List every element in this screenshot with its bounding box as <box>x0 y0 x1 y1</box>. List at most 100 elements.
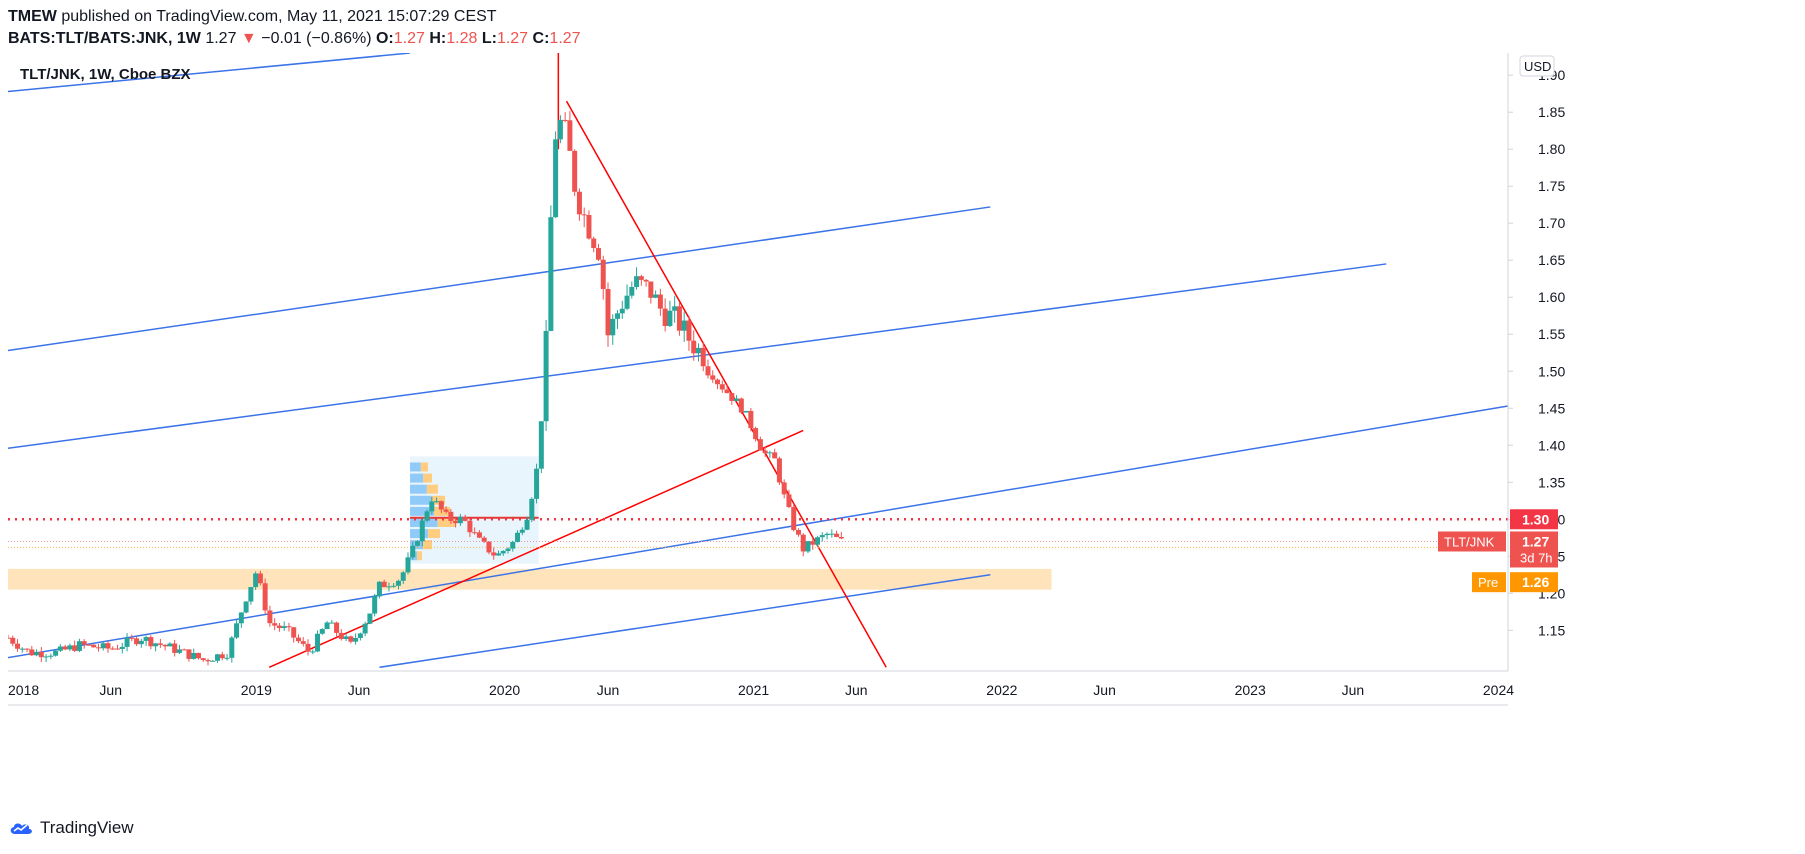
price-tick-label: 1.65 <box>1538 252 1565 268</box>
candle-body <box>424 511 430 521</box>
candle-body <box>76 641 82 651</box>
volume-profile-bar <box>420 462 429 472</box>
candle-body <box>72 645 78 651</box>
symbol-name: BATS:TLT/BATS:JNK, <box>8 30 173 47</box>
candle-body <box>329 622 335 624</box>
candle-body <box>819 535 825 538</box>
candle-body <box>276 625 282 629</box>
currency-label: USD <box>1524 59 1551 74</box>
tradingview-cloud-icon <box>10 823 32 834</box>
price-tick-label: 1.15 <box>1538 622 1565 638</box>
candle-body <box>124 637 130 647</box>
candle-body <box>510 541 516 549</box>
open-value: 1.27 <box>393 30 425 47</box>
candle-body <box>86 644 92 646</box>
candle-body <box>448 511 454 521</box>
candle-body <box>376 581 382 597</box>
candle-body <box>634 276 640 287</box>
candle-body <box>810 541 816 545</box>
candle-body <box>224 657 230 659</box>
candle-body <box>186 649 192 659</box>
candle-body <box>767 452 773 454</box>
candle-body <box>348 636 354 642</box>
candle-body <box>457 516 463 524</box>
candle-body <box>581 214 587 216</box>
trendline-red-5 <box>565 100 887 668</box>
candle-body <box>295 637 301 642</box>
candle-body <box>300 641 306 644</box>
candle-body <box>710 375 716 380</box>
candle-body <box>243 601 249 613</box>
candle-body <box>162 644 168 647</box>
volume-profile-bar <box>410 473 424 483</box>
chart-title: TLT/JNK, 1W, Cboe BZX <box>20 66 191 83</box>
candle-body <box>543 330 549 422</box>
volume-profile-bar <box>431 495 446 505</box>
time-tick-label: 2022 <box>986 682 1017 698</box>
candle-body <box>234 623 240 638</box>
candle-body <box>386 586 392 588</box>
interval: 1W <box>176 30 201 47</box>
last-price-label <box>1510 531 1558 568</box>
time-tick-label: 2023 <box>1235 682 1266 698</box>
candle-body <box>362 623 368 634</box>
candle-body <box>62 646 68 650</box>
candle-body <box>210 660 216 662</box>
last-price: 1.27 <box>205 30 237 47</box>
candle-body <box>15 643 21 649</box>
candle-body <box>81 641 87 645</box>
candle-body <box>434 501 440 503</box>
candle-body <box>143 637 149 641</box>
close-label: C: <box>532 30 550 47</box>
candle-body <box>438 501 444 510</box>
candle-body <box>191 652 197 659</box>
candle-body <box>43 656 49 658</box>
candle-body <box>681 320 687 331</box>
price-tick-label: 1.55 <box>1538 326 1565 342</box>
price-tick-label: 1.80 <box>1538 141 1565 157</box>
symbol-label-text: TLT/JNK <box>1444 534 1495 549</box>
candle-body <box>686 320 692 341</box>
candle-body <box>353 637 359 642</box>
candle-body <box>772 452 778 459</box>
candle-body <box>753 428 759 440</box>
candle-body <box>557 119 563 140</box>
candle-body <box>610 318 616 336</box>
candle-body <box>372 596 378 614</box>
tradingview-logo[interactable]: TradingView <box>8 818 134 838</box>
candle-body <box>719 384 725 390</box>
candle-body <box>253 573 259 588</box>
volume-profile-bar <box>428 529 441 539</box>
candle-body <box>219 654 225 659</box>
candle-body <box>181 649 187 651</box>
price-tick-label: 1.40 <box>1538 437 1565 453</box>
candle-body <box>695 347 701 354</box>
publisher-name[interactable]: TMEW <box>8 8 57 25</box>
candle-body <box>529 498 535 520</box>
candle-body <box>343 636 349 639</box>
candle-body <box>824 533 830 536</box>
candle-body <box>24 648 30 650</box>
candle-body <box>391 585 397 587</box>
candle-body <box>800 534 806 552</box>
candle-body <box>815 537 821 545</box>
candle-body <box>662 308 668 326</box>
candle-body <box>576 191 582 215</box>
candle-body <box>95 647 101 649</box>
high-label: H: <box>429 30 447 47</box>
currency-box[interactable] <box>1519 55 1555 77</box>
candle-body <box>172 643 178 653</box>
candle-body <box>310 651 316 653</box>
time-tick-label: Jun <box>348 682 371 698</box>
volume-profile-bar <box>423 473 433 483</box>
candle-body <box>381 581 387 588</box>
candle-body <box>167 643 173 647</box>
candle-body <box>53 650 59 656</box>
candle-body <box>838 536 844 539</box>
candle-body <box>100 643 106 649</box>
close-value: 1.27 <box>549 30 581 47</box>
candle-body <box>419 520 425 542</box>
candle-body <box>10 637 16 644</box>
price-chart[interactable]: 1.901.851.801.751.701.651.601.551.501.45… <box>8 53 1733 773</box>
candle-body <box>762 450 768 454</box>
